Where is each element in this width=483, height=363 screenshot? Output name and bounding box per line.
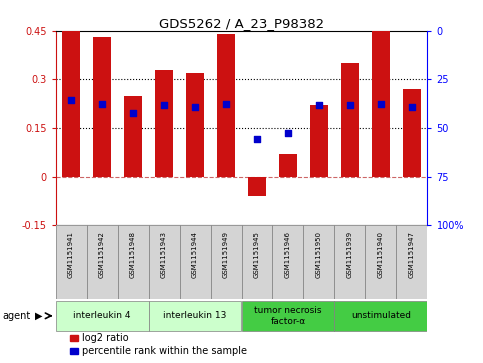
Bar [372, 31, 390, 176]
Bar [86, 225, 117, 299]
Point [315, 102, 323, 108]
Bar [62, 31, 80, 176]
Bar [310, 105, 328, 176]
Point [346, 102, 354, 108]
Bar [56, 225, 86, 299]
Point [253, 136, 261, 142]
Bar [211, 225, 242, 299]
Text: GSM1151944: GSM1151944 [192, 231, 198, 278]
Text: GSM1151940: GSM1151940 [378, 231, 384, 278]
Point [284, 130, 292, 136]
Text: GSM1151939: GSM1151939 [347, 231, 353, 278]
Text: GSM1151950: GSM1151950 [316, 231, 322, 278]
Point [98, 101, 106, 107]
Title: GDS5262 / A_23_P98382: GDS5262 / A_23_P98382 [159, 17, 324, 30]
Bar [334, 225, 366, 299]
Point [67, 98, 75, 103]
Text: GSM1151945: GSM1151945 [254, 231, 260, 278]
Point [222, 101, 230, 107]
Text: GSM1151941: GSM1151941 [68, 231, 74, 278]
Bar [303, 225, 334, 299]
Bar [180, 225, 211, 299]
Text: interleukin 13: interleukin 13 [163, 311, 227, 320]
Text: ▶: ▶ [35, 311, 43, 321]
Text: GSM1151942: GSM1151942 [99, 231, 105, 278]
Text: GSM1151947: GSM1151947 [409, 231, 415, 278]
Text: tumor necrosis
factor-α: tumor necrosis factor-α [254, 306, 322, 326]
Bar [56, 301, 149, 330]
Bar [124, 95, 142, 176]
Point [377, 101, 385, 107]
Bar [117, 225, 149, 299]
Text: interleukin 4: interleukin 4 [73, 311, 131, 320]
Bar [279, 154, 297, 176]
Bar [397, 225, 427, 299]
Text: GSM1151946: GSM1151946 [285, 231, 291, 278]
Legend: log2 ratio, percentile rank within the sample: log2 ratio, percentile rank within the s… [70, 333, 247, 356]
Bar [242, 225, 272, 299]
Point [408, 104, 416, 110]
Text: agent: agent [2, 311, 30, 321]
Point [191, 104, 199, 110]
Bar [403, 89, 421, 176]
Bar [334, 301, 427, 330]
Bar [149, 225, 180, 299]
Point [129, 110, 137, 116]
Point [160, 102, 168, 108]
Bar [186, 73, 204, 176]
Text: GSM1151949: GSM1151949 [223, 231, 229, 278]
Bar [217, 34, 235, 176]
Bar [341, 63, 359, 176]
Text: GSM1151948: GSM1151948 [130, 231, 136, 278]
Bar [248, 176, 266, 196]
Bar [242, 301, 334, 330]
Text: GSM1151943: GSM1151943 [161, 231, 167, 278]
Bar [149, 301, 242, 330]
Text: unstimulated: unstimulated [351, 311, 411, 320]
Bar [366, 225, 397, 299]
Bar [93, 37, 112, 176]
Bar [155, 70, 173, 176]
Bar [272, 225, 303, 299]
